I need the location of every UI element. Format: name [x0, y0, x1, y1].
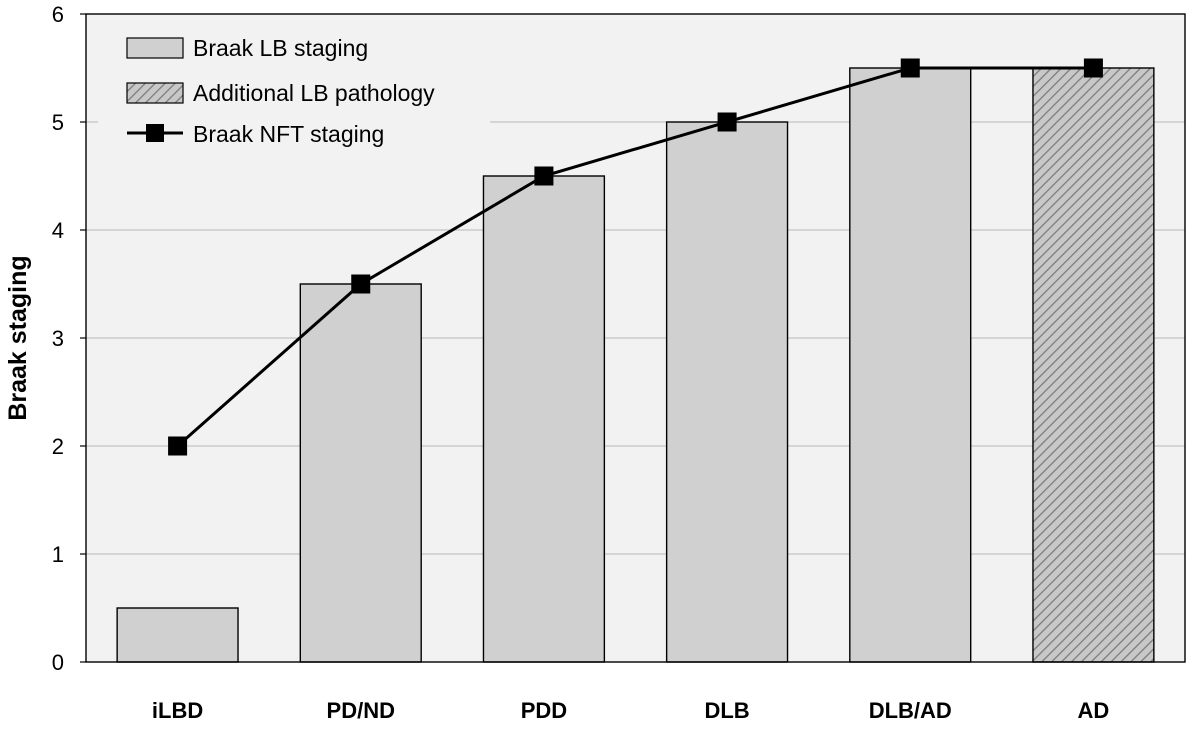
legend-label-additional-lb: Additional LB pathology: [193, 80, 435, 106]
legend-label-nft: Braak NFT staging: [193, 121, 384, 147]
y-axis-label: Braak staging: [4, 255, 32, 420]
x-tick-label-ad: AD: [1078, 698, 1110, 723]
x-tick-label-ilbd: iLBD: [152, 698, 203, 723]
y-tick-label-2: 2: [52, 434, 64, 459]
nft-line: [168, 58, 1103, 456]
legend: Braak LB staging Additional LB pathology…: [98, 24, 490, 152]
nft-marker-ilbd: [168, 436, 188, 456]
x-tick-label-dlb: DLB: [704, 698, 749, 723]
nft-marker-dlb-ad: [900, 58, 920, 78]
x-tick-label-pdd: PDD: [521, 698, 567, 723]
plot-frame: [85, 13, 1186, 663]
nft-series-line: [176, 66, 1094, 448]
y-tick-label-6: 6: [52, 2, 64, 27]
legend-swatch-lb-staging: [126, 37, 184, 59]
bar-lb-staging-pd-nd: [299, 283, 422, 663]
bar-lb-staging-dlb: [665, 121, 789, 663]
y-tick-label-3: 3: [52, 326, 64, 351]
y-tick-label-4: 4: [52, 218, 64, 243]
bar-lb-staging-dlb-ad: [849, 67, 972, 663]
grid-lines: [86, 121, 1185, 555]
y-tick-label-1: 1: [52, 542, 64, 567]
legend-marker-nft: [146, 124, 164, 142]
x-tick-label-dlb-ad: DLB/AD: [869, 698, 952, 723]
legend-label-lb-staging: Braak LB staging: [193, 35, 368, 61]
legend-swatch-additional-lb: [126, 82, 184, 104]
y-tick-label-5: 5: [52, 110, 64, 135]
bar-additional-lb-ad: [1032, 67, 1155, 663]
nft-marker-dlb: [717, 112, 737, 132]
nft-marker-ad: [1083, 58, 1103, 78]
y-tick-label-0: 0: [52, 650, 64, 675]
x-tick-label-pd-nd: PD/ND: [327, 698, 395, 723]
bars: [116, 67, 1155, 663]
axes: 0 1 2 3 4 5 6 iLBD PD/ND PDD DLB DLB/AD AD: [52, 2, 1186, 723]
nft-marker-pd-nd: [351, 274, 371, 294]
bar-lb-staging-pdd: [482, 175, 606, 663]
bar-lb-staging-ilbd: [116, 607, 239, 663]
nft-marker-pdd: [534, 166, 554, 186]
